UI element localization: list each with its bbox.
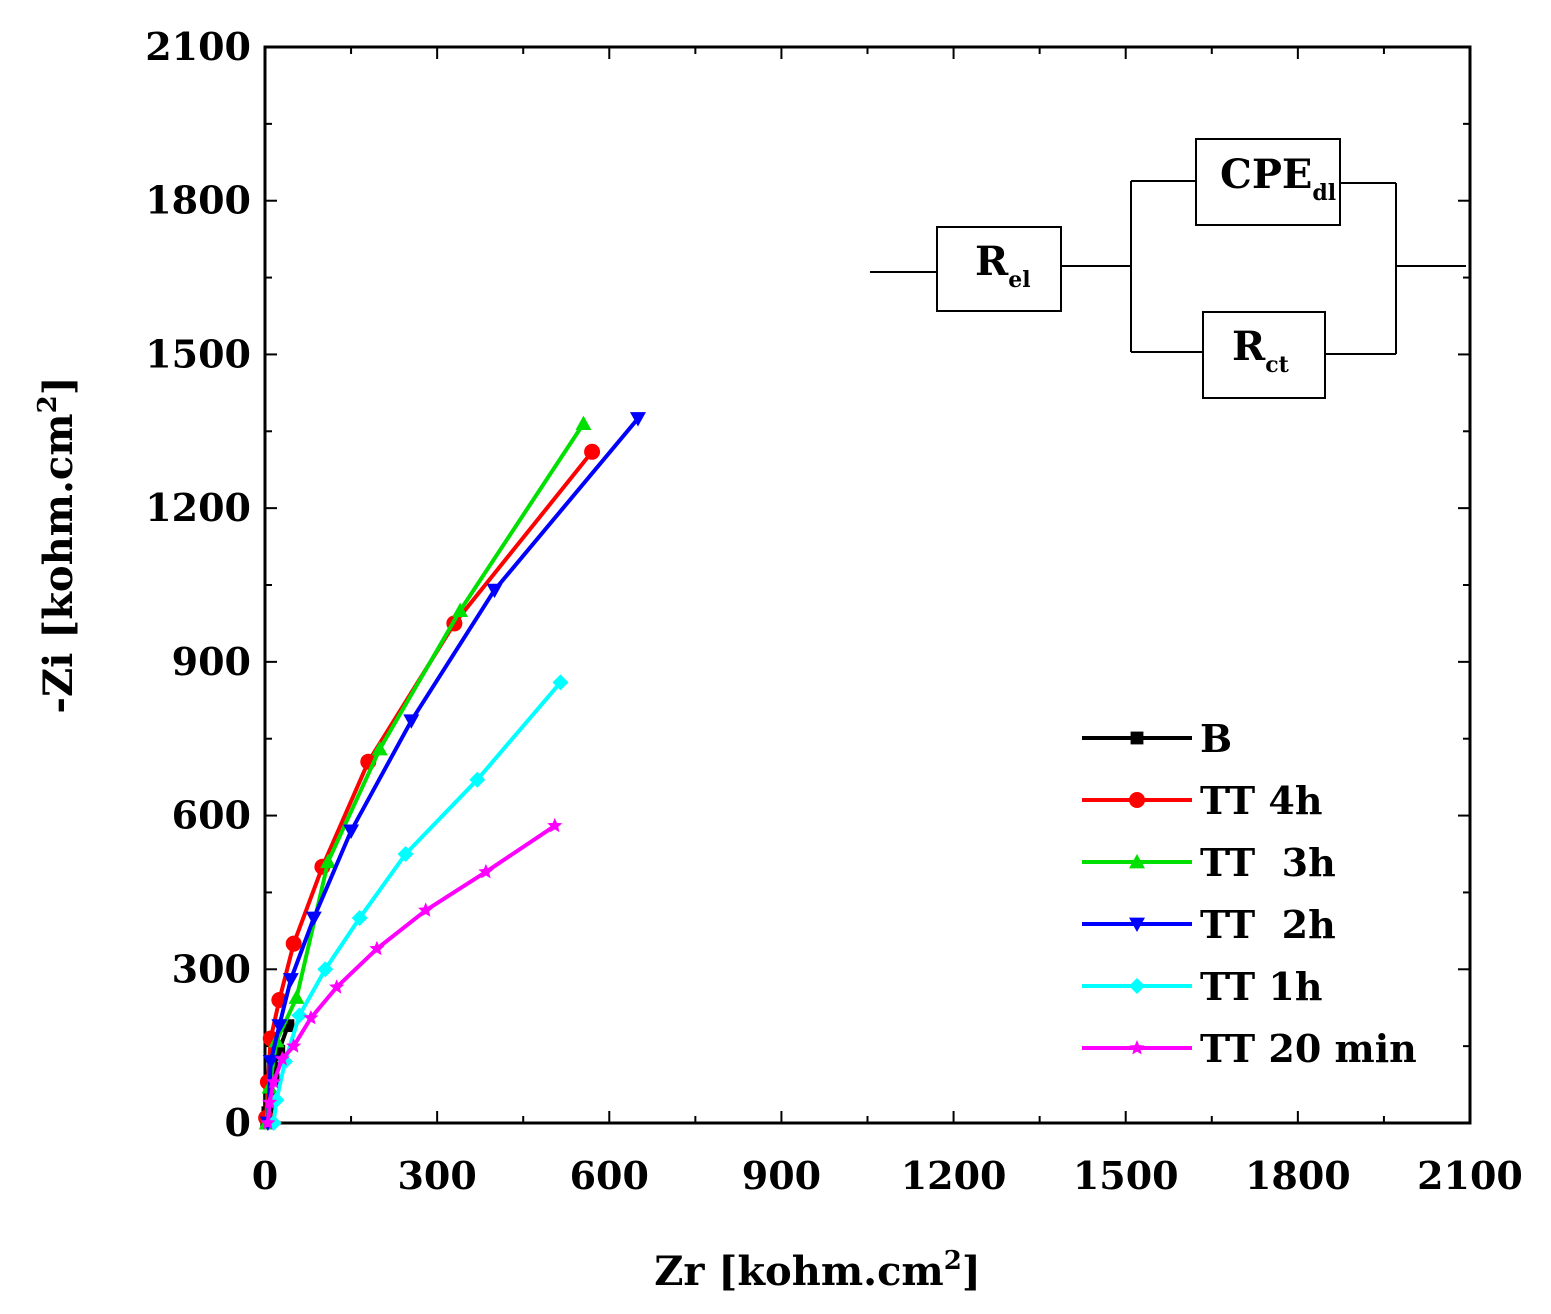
series-line: [265, 417, 640, 1124]
y-tick-label: 1500: [145, 331, 251, 376]
data-point: [320, 853, 337, 869]
data-point: [260, 1115, 276, 1130]
data-point: [262, 1094, 278, 1109]
r-el-label: Rel: [975, 238, 1031, 293]
legend-swatch-marker: [1129, 854, 1145, 869]
legend-item: TT 4h: [1082, 778, 1323, 823]
data-point: [282, 973, 299, 988]
series-4: [265, 674, 569, 1131]
data-point: [478, 863, 494, 879]
y-tick-label: 1800: [145, 178, 251, 223]
y-tick-label: 2100: [145, 24, 251, 69]
data-point: [469, 771, 486, 788]
data-point: [486, 583, 503, 599]
data-point: [371, 740, 388, 756]
y-tick-label: 0: [225, 1100, 251, 1145]
y-tick-label: 900: [172, 639, 251, 684]
data-point: [274, 1051, 290, 1066]
legend-label: TT 2h: [1200, 902, 1336, 947]
data-point: [262, 1055, 279, 1070]
data-point: [303, 1010, 319, 1025]
y-tick-label: 600: [172, 793, 251, 838]
legend-item: TT 2h: [1082, 902, 1336, 947]
data-point: [575, 415, 592, 430]
r-ct-label: Rct: [1232, 323, 1290, 378]
data-point: [329, 979, 345, 994]
legend-swatch-marker: [1130, 731, 1144, 745]
equivalent-circuit-diagram: Rel CPEdl Rct: [870, 138, 1466, 399]
data-point: [369, 940, 385, 956]
data-point: [552, 674, 569, 691]
data-point: [452, 602, 469, 618]
data-point: [266, 1074, 282, 1089]
data-point: [286, 1038, 302, 1053]
y-axis-title: -Zi [kohm.cm2]: [33, 376, 82, 713]
x-tick-label: 0: [252, 1153, 278, 1198]
data-point: [343, 824, 360, 839]
legend-swatch-marker: [1129, 1040, 1145, 1055]
data-point: [271, 1019, 288, 1034]
x-tick-label: 600: [570, 1153, 649, 1198]
x-tick-label: 2100: [1417, 1153, 1523, 1198]
legend-swatch-marker: [1129, 917, 1145, 932]
series-line: [265, 824, 556, 1124]
axes: 0 300 600 900 1200 1500 1800 2100 0 300 600 900 1200…: [33, 24, 1523, 1295]
x-axis-title: Zr [kohm.cm2]: [654, 1246, 981, 1295]
data-point: [629, 412, 646, 427]
legend-swatch-marker: [1129, 792, 1145, 808]
data-point: [285, 935, 302, 952]
legend-label: TT 1h: [1200, 964, 1323, 1009]
data-point: [288, 989, 305, 1004]
data-point: [397, 846, 414, 862]
legend-label: B: [1200, 716, 1232, 761]
data-point: [291, 1007, 308, 1024]
y-tick-label: 1200: [145, 485, 251, 530]
x-tick-label: 900: [742, 1153, 821, 1198]
cpe-dl-box: [1195, 138, 1341, 226]
data-point: [403, 714, 420, 729]
series-5: [260, 817, 563, 1130]
legend-item: TT 1h: [1082, 964, 1323, 1009]
y-tick-label: 300: [172, 946, 251, 991]
legend-label: TT 3h: [1200, 840, 1336, 885]
x-tick-label: 1500: [1073, 1153, 1179, 1198]
x-tick-label: 300: [397, 1153, 476, 1198]
data-point: [305, 911, 322, 927]
x-tick-label: 1800: [1245, 1153, 1351, 1198]
legend-item: TT 3h: [1082, 840, 1336, 885]
data-point: [584, 443, 601, 460]
legend-label: TT 4h: [1200, 778, 1323, 823]
data-series: [258, 412, 646, 1131]
legend-swatch-marker: [1129, 978, 1145, 994]
legend-label: TT 20 min: [1200, 1026, 1417, 1071]
data-point: [418, 902, 434, 917]
series-3: [259, 412, 646, 1131]
x-tick-label: 1200: [901, 1153, 1007, 1198]
data-point: [547, 817, 563, 833]
r-ct-box: [1202, 311, 1326, 399]
legend-item: B: [1082, 716, 1232, 761]
legend-item: TT 20 min: [1082, 1026, 1417, 1071]
legend: B TT 4h TT 3h TT 2h TT 1h TT 20 min: [1082, 716, 1417, 1071]
cpe-dl-label: CPEdl: [1220, 151, 1336, 206]
r-el-box: [936, 226, 1062, 312]
data-point: [317, 961, 334, 978]
data-point: [351, 910, 368, 927]
